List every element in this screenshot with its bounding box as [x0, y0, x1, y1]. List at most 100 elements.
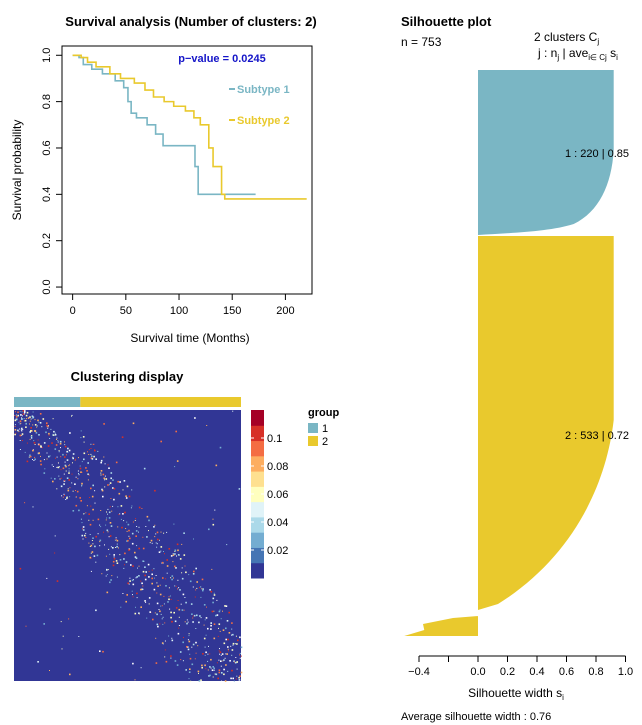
heatmap-cell [161, 618, 163, 620]
heatmap-cell [182, 660, 184, 662]
heatmap-cell [136, 526, 138, 527]
heatmap-cell [172, 561, 174, 563]
heatmap-cell [40, 445, 42, 447]
heatmap-cell [171, 575, 174, 577]
heatmap-cell [56, 437, 58, 439]
heatmap-cell [224, 605, 226, 607]
heatmap-cell [212, 666, 214, 668]
heatmap-cell [146, 617, 148, 619]
heatmap-cell [195, 652, 197, 654]
heatmap-cell [109, 581, 111, 584]
heatmap-cell [74, 459, 76, 461]
heatmap-cell [80, 500, 82, 502]
heatmap-cell [54, 552, 56, 554]
heatmap-cell [187, 648, 190, 651]
heatmap-cell [67, 489, 70, 492]
heatmap-cell [63, 483, 65, 485]
heatmap-cell [212, 676, 214, 678]
silhouette-x-tick-label: −0.4 [408, 666, 430, 678]
heatmap-cell [118, 514, 120, 516]
pvalue-label: p−value = 0.0245 [178, 53, 265, 65]
heatmap-cell [210, 590, 213, 593]
heatmap-cell [156, 623, 159, 626]
heatmap-cell [192, 643, 195, 646]
heatmap-cell [90, 443, 92, 445]
survival-y-tick-label: 0.0 [41, 279, 53, 294]
survival-x-tick-label: 150 [223, 305, 241, 317]
heatmap-cell [21, 433, 24, 435]
heatmap-cell [58, 466, 60, 468]
heatmap-cell [140, 580, 142, 582]
heatmap-cell [105, 575, 107, 577]
heatmap-cell [66, 450, 68, 453]
heatmap-cell [186, 646, 188, 648]
heatmap-cell [126, 540, 128, 542]
heatmap-cell [142, 536, 144, 538]
heatmap-cell [219, 446, 222, 449]
heatmap-cell [166, 559, 168, 561]
heatmap-cell [168, 598, 170, 601]
heatmap-cell [34, 424, 37, 426]
heatmap-cell [182, 593, 185, 596]
heatmap-cell [78, 509, 80, 512]
heatmap-cell [112, 479, 114, 481]
heatmap-cell [109, 482, 112, 484]
heatmap-cell [19, 420, 22, 422]
heatmap-cell [101, 573, 103, 575]
heatmap-cell [68, 468, 70, 470]
heatmap-cell [198, 672, 199, 674]
heatmap-cell [43, 459, 45, 461]
heatmap-cell [21, 417, 22, 419]
heatmap-cell [204, 664, 206, 667]
heatmap-cell [184, 597, 186, 598]
heatmap-cell [88, 513, 90, 515]
heatmap-cell [31, 415, 34, 417]
heatmap-cell [218, 650, 220, 652]
heatmap-cell [170, 616, 172, 619]
silhouette-x-tick-label: 0.6 [559, 666, 574, 678]
heatmap-cell [149, 542, 151, 544]
heatmap-cell [198, 680, 201, 682]
heatmap-cell [228, 611, 230, 614]
heatmap-cell [155, 637, 157, 639]
colorbar-tick-label: 0.06 [267, 489, 288, 501]
heatmap-cell [203, 624, 205, 626]
heatmap-cell [106, 517, 108, 519]
heatmap-cell [80, 518, 82, 520]
heatmap-cell [99, 539, 102, 542]
heatmap-cell [58, 451, 60, 453]
heatmap-cell [138, 526, 140, 528]
heatmap-cell [192, 617, 194, 619]
heatmap-cell [175, 567, 177, 569]
heatmap-cell [108, 548, 110, 550]
heatmap-cell [194, 417, 196, 419]
heatmap-cell [174, 466, 176, 468]
heatmap-cell [48, 432, 50, 435]
survival-x-tick-label: 0 [70, 305, 76, 317]
heatmap-cell [189, 657, 192, 660]
heatmap-cell [178, 625, 180, 626]
heatmap-cell [106, 591, 109, 594]
colorbar-segment [251, 562, 264, 579]
heatmap-cell [65, 454, 67, 456]
heatmap-cell [81, 471, 83, 473]
heatmap-cell [40, 460, 42, 462]
heatmap-cell [167, 601, 169, 603]
heatmap-cell [120, 505, 123, 507]
heatmap-cell [239, 654, 240, 656]
heatmap-cell [223, 673, 225, 676]
heatmap-cell [232, 642, 235, 645]
heatmap-cell [34, 444, 36, 445]
heatmap-cell [153, 568, 155, 570]
heatmap-cell [31, 437, 32, 439]
heatmap-cell [71, 473, 73, 475]
heatmap-cell [137, 567, 138, 569]
silhouette-title: Silhouette plot [401, 14, 492, 29]
colorbar-tick-label: 0.1 [267, 433, 282, 445]
heatmap-cell [23, 420, 25, 422]
heatmap-cell [56, 580, 59, 582]
heatmap-cells [14, 410, 243, 682]
heatmap-cell [176, 460, 179, 462]
heatmap-cell [33, 460, 35, 461]
heatmap-cell [80, 471, 82, 473]
